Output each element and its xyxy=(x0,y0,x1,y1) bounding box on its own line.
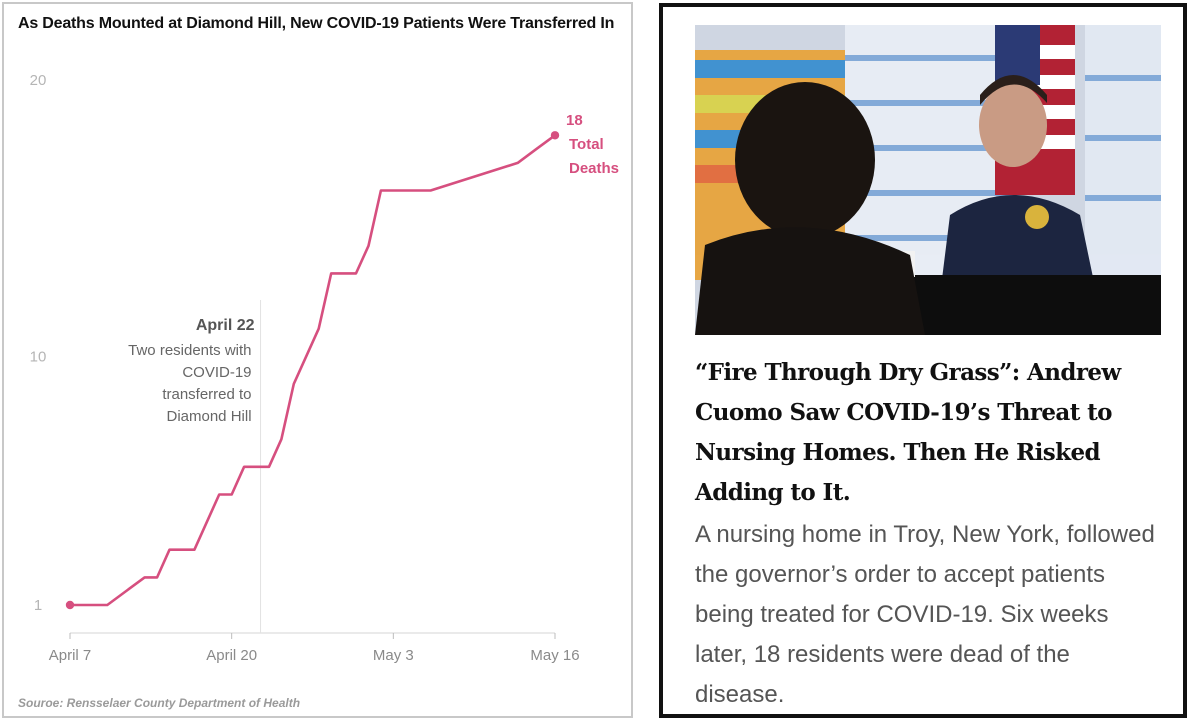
y-tick-label-10: 10 xyxy=(30,348,47,365)
series-line xyxy=(70,134,556,607)
x-tick-label: May 3 xyxy=(373,647,414,664)
x-tick-label: May 16 xyxy=(530,647,579,664)
article-headline[interactable]: “Fire Through Dry Grass”: Andrew Cuomo S… xyxy=(695,359,1121,506)
y-tick-label-20: 20 xyxy=(30,72,47,89)
annotation-line-text: Two residents with xyxy=(128,342,251,359)
death-chart: 1 10 20 April 7 April 20 May 3 May 16 April 2… xyxy=(30,72,619,664)
chart-source: Souroe: Rensselaer County Department of … xyxy=(18,696,301,710)
annotation-line-text: Diamond Hill xyxy=(167,408,252,425)
annotation-date: April 22 xyxy=(196,317,255,334)
y-axis-ticks: 1 10 20 xyxy=(30,72,47,614)
article-card[interactable]: “Fire Through Dry Grass”: Andrew Cuomo S… xyxy=(659,3,1187,718)
x-tick-label: April 20 xyxy=(206,647,257,664)
x-tick-label: April 7 xyxy=(49,647,92,664)
end-label-value: 18 xyxy=(566,112,583,129)
annotation-line-text: COVID-19 xyxy=(182,364,251,381)
article-dek: A nursing home in Troy, New York, follow… xyxy=(695,521,1155,708)
article-photo xyxy=(695,25,1161,335)
end-label: 18 Total Deaths xyxy=(566,112,619,177)
end-label-text: Total xyxy=(569,136,604,153)
end-label-text: Deaths xyxy=(569,160,619,177)
series-start-point xyxy=(65,600,75,610)
chart-panel: 1 10 20 April 7 April 20 May 3 May 16 April 2… xyxy=(2,2,633,718)
series-end-point xyxy=(550,131,560,140)
deaths-series xyxy=(65,131,560,610)
annotation-april-22: April 22 Two residents with COVID-19 transf… xyxy=(128,300,262,633)
x-axis: April 7 April 20 May 3 May 16 xyxy=(49,632,580,664)
chart-title: As Deaths Mounted at Diamond Hill, New C… xyxy=(18,15,615,32)
annotation-line-text: transferred to xyxy=(162,386,251,403)
y-tick-label-1: 1 xyxy=(34,597,42,614)
